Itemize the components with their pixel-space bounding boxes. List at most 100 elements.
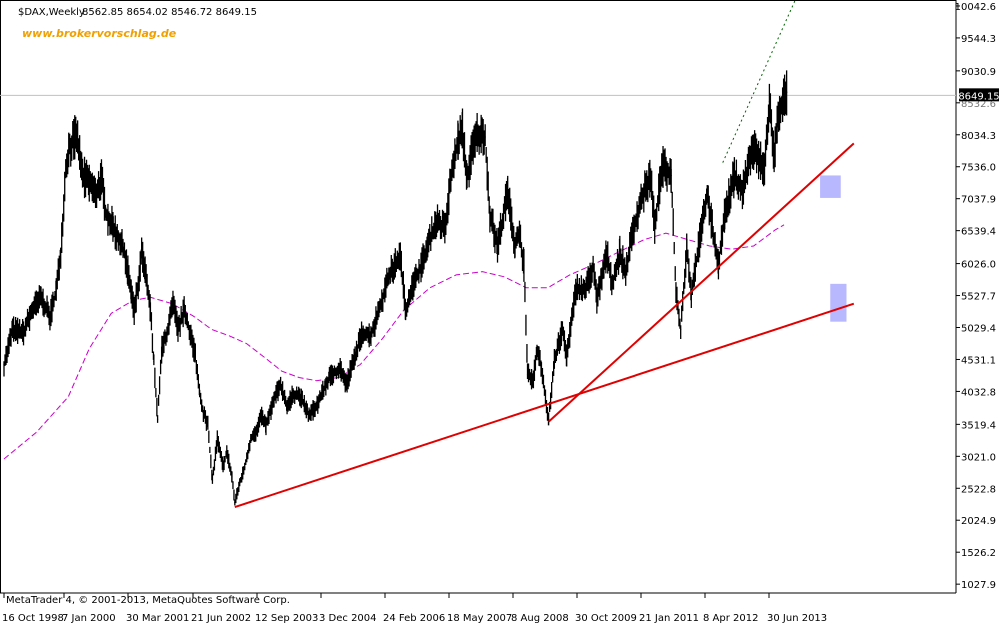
price-point: [575, 287, 577, 289]
price-point: [194, 354, 196, 356]
y-tick-label: 4032.8: [961, 387, 996, 398]
price-point: [40, 296, 42, 298]
plot-frame: [0, 0, 957, 594]
y-tick-label: 4531.1: [961, 355, 996, 366]
price-point: [118, 238, 120, 241]
price-point: [31, 309, 33, 311]
price-point: [100, 178, 103, 180]
price-point: [724, 213, 726, 215]
price-point: [444, 229, 446, 231]
price-point: [94, 194, 97, 196]
price-point: [81, 174, 84, 177]
price-point: [60, 251, 62, 254]
price-point: [584, 290, 586, 292]
price-point: [526, 373, 529, 375]
price-point: [561, 328, 564, 330]
price-point: [548, 418, 550, 420]
price-point: [489, 213, 491, 215]
price-point: [138, 277, 140, 279]
price-point: [686, 245, 688, 247]
y-tick-label: 9544.3: [961, 34, 996, 45]
price-point: [133, 309, 135, 311]
price-point: [130, 290, 132, 292]
price-point: [231, 476, 233, 478]
price-point: [127, 271, 129, 273]
price-point: [471, 149, 473, 151]
price-point: [361, 331, 363, 334]
y-tick-label: 1526.2: [961, 548, 996, 559]
price-point: [388, 274, 390, 276]
price-point: [712, 232, 714, 234]
price-point: [661, 165, 663, 167]
support-trendline[interactable]: [547, 142, 855, 423]
price-point: [566, 354, 568, 356]
last-price-tag: [959, 88, 999, 102]
target-zone[interactable]: [830, 283, 847, 322]
price-point: [190, 335, 192, 337]
price-point: [435, 219, 438, 221]
price-point: [3, 364, 5, 366]
price-point: [76, 133, 78, 135]
price-point: [670, 174, 672, 177]
x-tick-label: 24 Feb 2006: [383, 613, 445, 624]
price-point: [461, 129, 464, 132]
y-tick-label: 1027.9: [961, 580, 996, 591]
price-point: [299, 396, 301, 398]
y-tick-label: 8034.3: [961, 131, 996, 142]
y-tick-label: 3519.4: [961, 420, 996, 431]
price-point: [476, 133, 478, 135]
price-point: [153, 360, 155, 363]
price-point: [773, 155, 775, 157]
price-point: [675, 290, 677, 292]
last-price-label: 8649.15: [958, 91, 999, 102]
price-point: [22, 331, 25, 334]
price-point: [606, 251, 608, 254]
price-point: [105, 213, 107, 215]
price-point: [523, 264, 525, 266]
trendline-layer: [234, 0, 855, 509]
price-point: [741, 190, 744, 193]
price-point: [611, 283, 614, 286]
support-trendline[interactable]: [234, 302, 855, 509]
price-point: [293, 392, 295, 395]
price-point: [55, 290, 57, 292]
x-tick-label: 21 Jun 2002: [191, 613, 251, 624]
price-series-layer: [3, 70, 788, 506]
price-point: [553, 360, 555, 363]
y-tick-label: 2522.8: [961, 484, 996, 495]
price-point: [698, 245, 700, 247]
price-point: [733, 174, 735, 177]
price-point: [250, 437, 252, 440]
price-point: [514, 245, 516, 247]
price-point: [328, 376, 331, 379]
price-point: [532, 380, 535, 382]
price-point: [632, 229, 634, 231]
price-point: [216, 437, 218, 440]
y-tick-label: 7536.0: [961, 163, 996, 174]
price-point: [199, 392, 201, 395]
price-point: [763, 168, 766, 170]
price-point: [450, 178, 452, 180]
price-point: [156, 418, 159, 420]
price-point: [273, 399, 275, 401]
price-point: [339, 367, 341, 369]
price-point: [234, 501, 236, 504]
price-point: [405, 309, 407, 311]
price-point: [690, 293, 692, 295]
price-point: [68, 149, 70, 151]
y-tick-label: 7037.9: [961, 195, 996, 206]
price-point: [592, 264, 594, 266]
price-point: [418, 271, 420, 273]
price-point: [167, 328, 169, 330]
price-point: [161, 348, 163, 350]
chart-symbol-title: $DAX,Weekly: [18, 7, 85, 18]
target-zone[interactable]: [820, 175, 841, 198]
price-point: [518, 232, 521, 234]
price-point: [625, 271, 627, 273]
x-tick-label: 3 Dec 2004: [319, 613, 377, 624]
price-point: [381, 299, 383, 302]
y-tick-label: 6026.0: [961, 260, 996, 271]
price-point: [354, 354, 357, 356]
